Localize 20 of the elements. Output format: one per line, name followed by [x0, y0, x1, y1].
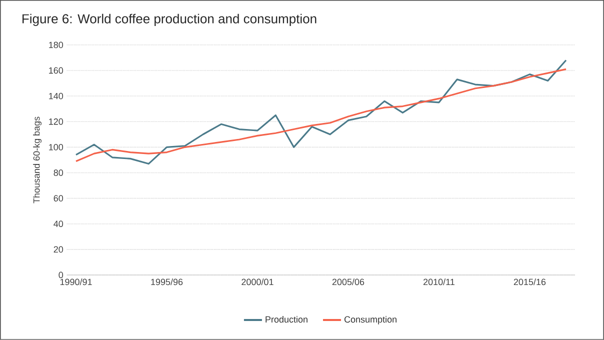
- y-tick-label: 0: [58, 272, 64, 278]
- x-tick-label: 1995/96: [151, 278, 183, 286]
- y-axis-title: Thousand 60-kg bags: [33, 116, 42, 204]
- x-tick-label: 2010/11: [423, 278, 454, 286]
- x-tick-label: 2000/01: [242, 278, 274, 286]
- chart-title: Figure 6: World coffee production and consumption: [22, 14, 316, 26]
- y-tick-label: 60: [54, 195, 64, 202]
- y-tick-label: 120: [49, 118, 64, 125]
- legend-label: Production: [266, 316, 308, 323]
- y-tick-label: 140: [49, 92, 64, 100]
- y-tick-label: 80: [54, 170, 64, 176]
- y-tick-label: 20: [54, 246, 64, 253]
- x-tick-label: 2015/16: [514, 278, 546, 286]
- y-tick-label: 180: [49, 42, 64, 48]
- y-tick-label: 40: [54, 220, 64, 228]
- x-tick-label: 2005/06: [332, 278, 364, 286]
- y-tick-label: 100: [49, 144, 64, 150]
- legend-label: Consumption: [344, 316, 396, 324]
- y-tick-label: 160: [49, 67, 64, 74]
- x-tick-label: 1990/91: [60, 278, 92, 286]
